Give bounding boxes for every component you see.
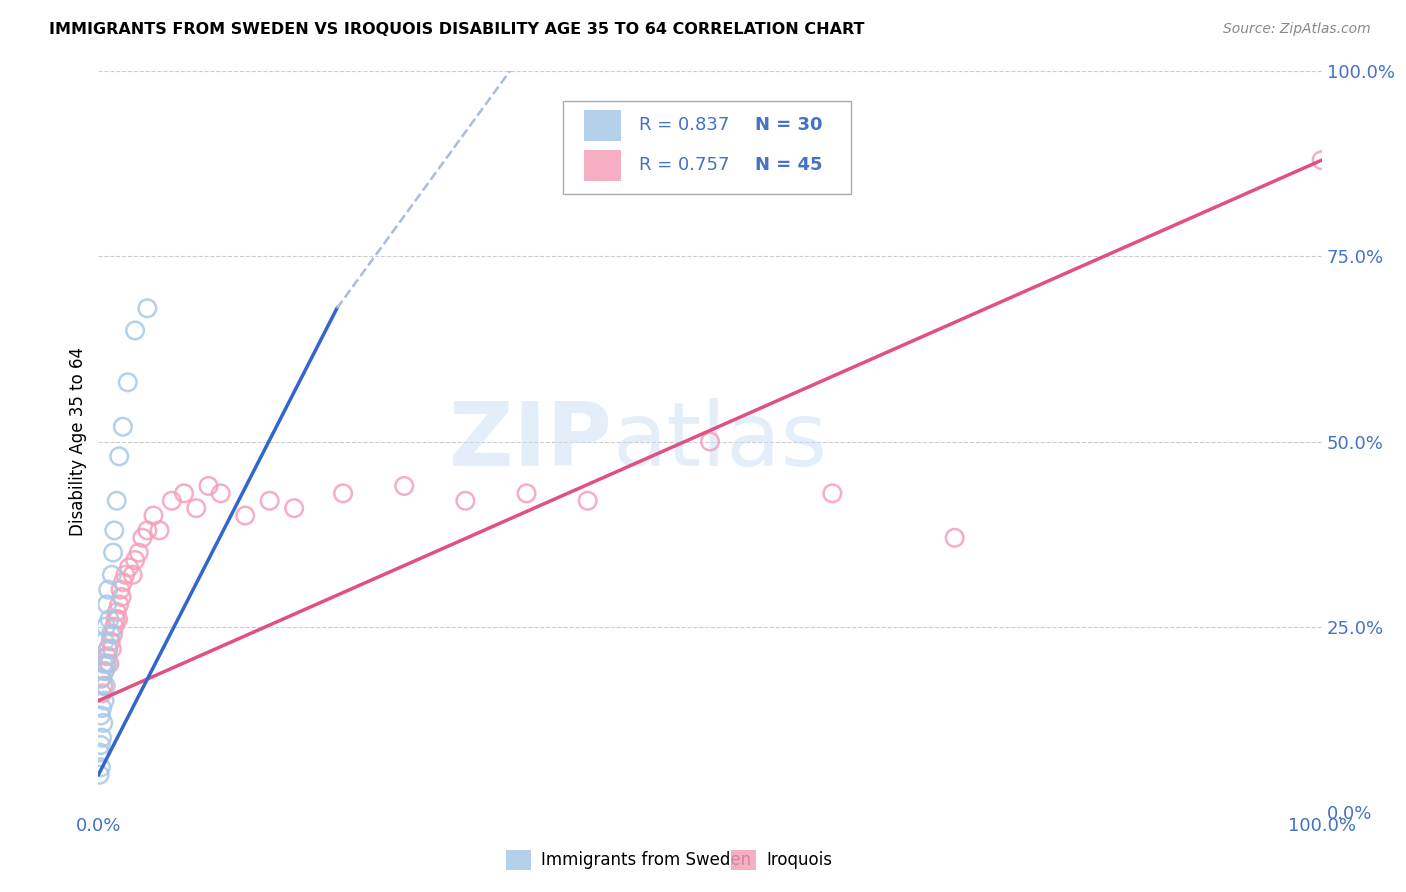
Point: [108, 450, 131, 464]
Point: [160, 493, 183, 508]
Point: [89, 746, 111, 760]
FancyBboxPatch shape: [564, 101, 851, 194]
Point: [131, 531, 153, 545]
Point: [283, 501, 305, 516]
Point: [101, 627, 124, 641]
Point: [121, 567, 143, 582]
Point: [197, 479, 219, 493]
Point: [96, 598, 118, 612]
Y-axis label: Disability Age 35 to 64: Disability Age 35 to 64: [69, 347, 87, 536]
Point: [332, 486, 354, 500]
Point: [90, 708, 112, 723]
Point: [1310, 153, 1333, 168]
Point: [107, 612, 129, 626]
Text: R = 0.837: R = 0.837: [640, 117, 730, 135]
Point: [101, 641, 124, 656]
Point: [94, 619, 117, 633]
Point: [259, 493, 281, 508]
Point: [149, 524, 172, 538]
Point: [943, 531, 966, 545]
Point: [454, 493, 477, 508]
Point: [103, 524, 125, 538]
Point: [128, 546, 150, 560]
Text: Immigrants from Sweden: Immigrants from Sweden: [541, 851, 751, 869]
Point: [209, 486, 232, 500]
Point: [90, 760, 112, 774]
Point: [110, 582, 132, 597]
Point: [114, 567, 136, 582]
Text: Iroquois: Iroquois: [766, 851, 832, 869]
Point: [105, 493, 128, 508]
Point: [821, 486, 844, 500]
Point: [233, 508, 256, 523]
Point: [111, 575, 134, 590]
Text: R = 0.757: R = 0.757: [640, 156, 730, 174]
Point: [111, 419, 134, 434]
Point: [91, 731, 114, 745]
Point: [699, 434, 721, 449]
Text: N = 30: N = 30: [755, 117, 823, 135]
Point: [91, 679, 114, 693]
Point: [96, 649, 118, 664]
Point: [101, 546, 124, 560]
Point: [91, 701, 114, 715]
Point: [91, 672, 114, 686]
Point: [108, 598, 131, 612]
Point: [105, 605, 128, 619]
Point: [104, 612, 127, 626]
Point: [173, 486, 195, 500]
Point: [515, 486, 537, 500]
Point: [96, 657, 118, 671]
Text: ZIP: ZIP: [450, 398, 612, 485]
Text: atlas: atlas: [612, 398, 827, 485]
Point: [91, 686, 114, 700]
Point: [101, 567, 124, 582]
Point: [103, 619, 125, 633]
Point: [97, 641, 120, 656]
Point: [93, 694, 115, 708]
Point: [91, 715, 114, 730]
Point: [91, 657, 114, 671]
FancyBboxPatch shape: [583, 150, 620, 181]
FancyBboxPatch shape: [583, 110, 620, 141]
Point: [97, 582, 120, 597]
Point: [124, 553, 146, 567]
Point: [136, 301, 159, 316]
Point: [124, 324, 146, 338]
Point: [93, 634, 115, 648]
Point: [100, 627, 122, 641]
Text: IMMIGRANTS FROM SWEDEN VS IROQUOIS DISABILITY AGE 35 TO 64 CORRELATION CHART: IMMIGRANTS FROM SWEDEN VS IROQUOIS DISAB…: [49, 22, 865, 37]
Point: [576, 493, 599, 508]
Point: [98, 657, 121, 671]
Point: [94, 657, 117, 671]
Point: [117, 376, 139, 390]
Point: [89, 767, 111, 781]
Point: [93, 664, 115, 678]
Text: N = 45: N = 45: [755, 156, 823, 174]
Point: [90, 738, 112, 752]
Point: [100, 634, 122, 648]
Point: [186, 501, 208, 516]
Point: [142, 508, 165, 523]
Point: [98, 612, 121, 626]
Point: [111, 590, 134, 604]
Point: [90, 672, 112, 686]
Point: [136, 524, 159, 538]
Point: [93, 664, 115, 678]
Point: [118, 560, 141, 574]
Point: [94, 679, 117, 693]
Point: [392, 479, 416, 493]
Text: Source: ZipAtlas.com: Source: ZipAtlas.com: [1223, 22, 1371, 37]
Point: [97, 641, 120, 656]
